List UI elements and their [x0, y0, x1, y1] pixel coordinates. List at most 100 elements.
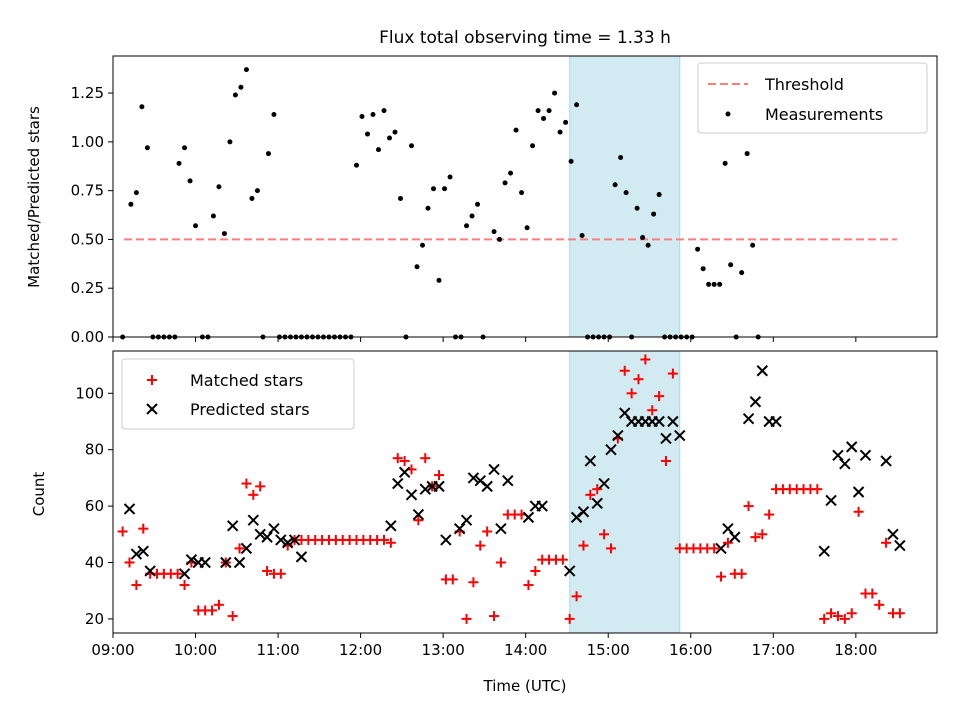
- measurement-point-63: [469, 213, 475, 219]
- predicted-point-48: [619, 407, 631, 419]
- matched-point-111: [881, 537, 892, 548]
- top-legend-frame: [697, 62, 928, 134]
- predicted-point-40-b: [564, 565, 576, 577]
- predicted-point-59-b: [729, 531, 741, 543]
- predicted-point-20: [385, 520, 397, 532]
- predicted-point-54-b: [660, 432, 672, 445]
- predicted-point-34: [488, 463, 500, 476]
- matched-point-70: [599, 529, 610, 540]
- predicted-point-22: [398, 466, 411, 478]
- predicted-point-42-b: [577, 506, 590, 518]
- measurement-point-49: [392, 129, 398, 135]
- legend-matched-swatch: [147, 375, 157, 385]
- matched-point-91: [743, 501, 754, 512]
- matched-point-101: [812, 484, 823, 495]
- measurement-point-47: [381, 108, 387, 114]
- predicted-point-9: [226, 520, 239, 532]
- predicted-point-16-b: [275, 534, 287, 546]
- matched-point-66: [571, 591, 582, 602]
- measurement-point-103: [695, 246, 701, 252]
- measurement-point-21: [238, 84, 244, 90]
- x-tick-label-5: 14:00: [504, 641, 547, 659]
- predicted-point-61-b: [749, 396, 762, 408]
- measurement-point-79: [563, 119, 569, 125]
- bottom-x-axis-label: Time (UTC): [483, 677, 567, 695]
- matched-point-113: [894, 608, 905, 619]
- matched-point-75: [633, 374, 644, 385]
- predicted-point-15-b: [268, 522, 280, 535]
- top-y-tick-label-0: 0.00: [71, 328, 104, 346]
- predicted-point-29: [453, 522, 466, 535]
- measurement-point-106: [711, 281, 717, 287]
- predicted-point-24-b: [412, 508, 425, 521]
- measurement-point-89: [618, 154, 624, 160]
- x-tick-label-0: 09:00: [91, 641, 134, 659]
- measurement-point-45: [370, 112, 376, 118]
- predicted-point-43: [584, 455, 597, 467]
- predicted-point-25-b: [419, 483, 431, 495]
- predicted-point-31: [467, 472, 480, 484]
- matched-point-23: [275, 568, 286, 579]
- predicted-point-10-b: [233, 556, 246, 569]
- matched-point-48: [447, 574, 458, 585]
- matched-point-68: [585, 489, 596, 500]
- matched-point-9: [179, 580, 190, 591]
- predicted-point-68-b: [839, 458, 851, 470]
- matched-point-79: [661, 455, 672, 466]
- measurement-point-26: [265, 151, 271, 157]
- bottom-y-tick-label-2: 60: [85, 497, 104, 515]
- measurement-point-77: [552, 90, 558, 96]
- predicted-point-71: [859, 449, 872, 462]
- matched-point-38: [378, 534, 389, 545]
- measurement-point-22: [243, 67, 249, 73]
- measurement-point-23: [249, 195, 255, 201]
- top-plot: 0.00 0.25 0.50 0.75 1.00 1.25: [71, 55, 938, 346]
- bottom-y-tick-label-3: 80: [85, 441, 104, 459]
- measurement-point-104: [700, 266, 706, 272]
- predicted-point-40: [564, 565, 576, 577]
- matched-point-94: [764, 509, 775, 520]
- measurement-point-53: [414, 264, 420, 270]
- predicted-point-15: [268, 522, 280, 535]
- measurement-point-55: [425, 205, 431, 211]
- measurement-point-24: [254, 188, 260, 194]
- predicted-point-57: [715, 542, 727, 555]
- measurement-point-50: [398, 195, 404, 201]
- measurement-point-44: [364, 131, 370, 137]
- measurement-point-18: [221, 231, 227, 237]
- predicted-point-33: [481, 480, 493, 493]
- bottom-y-tick-label-1: 40: [85, 554, 104, 572]
- matched-point-109: [867, 588, 878, 599]
- measurement-point-96: [656, 192, 662, 198]
- legend-predicted-swatch: [146, 403, 158, 415]
- measurement-point-105: [706, 281, 712, 287]
- predicted-point-67-b: [832, 449, 844, 462]
- predicted-point-7-b: [199, 556, 211, 569]
- predicted-point-4-b: [178, 568, 191, 580]
- top-y-axis-label: Matched/Predicted stars: [25, 106, 43, 288]
- predicted-point-18: [288, 534, 301, 546]
- predicted-point-8: [220, 556, 232, 569]
- predicted-point-70-b: [852, 486, 865, 498]
- top-y-tick-label-1: 0.25: [71, 279, 104, 297]
- matched-point-59: [523, 580, 534, 591]
- matched-point-80: [667, 368, 678, 379]
- matched-point-86: [709, 543, 720, 554]
- predicted-point-13: [254, 528, 266, 541]
- x-tick-label-3: 12:00: [339, 641, 382, 659]
- predicted-point-17: [281, 537, 294, 549]
- measurement-point-113: [750, 242, 756, 248]
- matched-point-76: [640, 354, 651, 365]
- matched-point-2: [131, 580, 142, 591]
- predicted-point-28-b: [440, 534, 452, 546]
- predicted-point-19-b: [295, 551, 308, 563]
- top-y-tick-label-3: 0.75: [71, 182, 104, 200]
- legend-matched-plus: [147, 375, 157, 385]
- top-highlight-span: [569, 55, 681, 338]
- predicted-point-44-b: [591, 497, 603, 509]
- measurement-point-62: [464, 223, 470, 229]
- predicted-point-20-b: [385, 520, 397, 532]
- top-y-tick-label-5: 1.25: [71, 84, 104, 102]
- measurement-point-58: [442, 186, 448, 192]
- predicted-point-12: [247, 514, 260, 526]
